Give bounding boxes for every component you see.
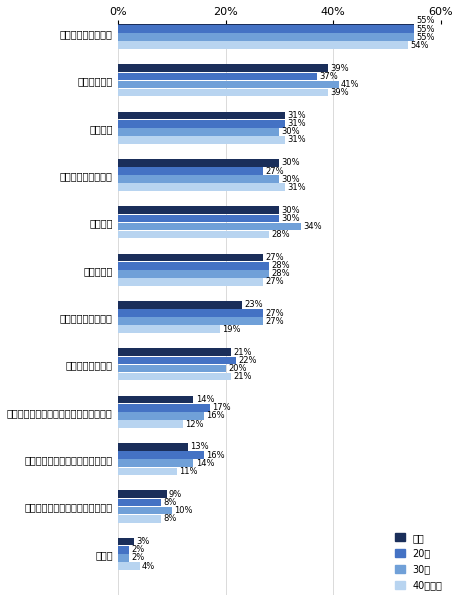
Text: 8%: 8% [163, 498, 176, 507]
Bar [118, 167, 263, 175]
Text: 31%: 31% [286, 135, 305, 144]
Text: 27%: 27% [265, 309, 284, 318]
Bar [118, 270, 268, 278]
Text: 27%: 27% [265, 278, 284, 287]
Bar [118, 443, 188, 451]
Bar [118, 326, 220, 333]
Bar [118, 365, 225, 373]
Text: 31%: 31% [286, 183, 305, 192]
Text: 54%: 54% [410, 41, 428, 50]
Bar [118, 136, 284, 144]
Text: 23%: 23% [243, 300, 262, 309]
Text: 13%: 13% [190, 442, 208, 452]
Bar [118, 452, 204, 459]
Text: 16%: 16% [206, 411, 224, 420]
Text: 39%: 39% [329, 64, 348, 73]
Bar [118, 206, 279, 214]
Text: 14%: 14% [195, 395, 214, 404]
Text: 27%: 27% [265, 317, 284, 326]
Bar [118, 214, 279, 222]
Bar [118, 317, 263, 325]
Text: 2%: 2% [131, 553, 144, 562]
Bar [118, 128, 279, 135]
Text: 20%: 20% [227, 364, 246, 373]
Bar [118, 420, 182, 428]
Bar [118, 88, 327, 96]
Bar [118, 25, 413, 33]
Bar [118, 64, 327, 72]
Text: 30%: 30% [281, 127, 300, 136]
Text: 27%: 27% [265, 167, 284, 176]
Bar [118, 262, 268, 270]
Text: 30%: 30% [281, 175, 300, 184]
Bar [118, 396, 193, 403]
Text: 12%: 12% [185, 420, 203, 429]
Bar [118, 546, 129, 554]
Bar [118, 42, 408, 49]
Bar [118, 278, 263, 286]
Text: 34%: 34% [302, 222, 321, 231]
Bar [118, 120, 284, 128]
Legend: 全体, 20代, 30代, 40代以上: 全体, 20代, 30代, 40代以上 [394, 533, 442, 590]
Bar [118, 459, 193, 467]
Bar [118, 356, 236, 364]
Bar [118, 554, 129, 562]
Bar [118, 404, 209, 412]
Bar [118, 159, 279, 167]
Text: 55%: 55% [415, 25, 434, 34]
Text: 3%: 3% [136, 537, 150, 546]
Text: 21%: 21% [233, 372, 251, 381]
Text: 9%: 9% [168, 490, 182, 499]
Text: 28%: 28% [270, 230, 289, 239]
Bar [118, 468, 177, 475]
Text: 2%: 2% [131, 545, 144, 554]
Bar [118, 309, 263, 317]
Text: 17%: 17% [211, 403, 230, 412]
Text: 16%: 16% [206, 450, 224, 459]
Text: 37%: 37% [319, 72, 337, 81]
Text: 8%: 8% [163, 514, 176, 523]
Text: 31%: 31% [286, 119, 305, 128]
Text: 39%: 39% [329, 88, 348, 97]
Text: 11%: 11% [179, 467, 197, 476]
Text: 30%: 30% [281, 158, 300, 167]
Text: 31%: 31% [286, 111, 305, 120]
Bar [118, 184, 284, 191]
Bar [118, 538, 134, 545]
Text: 21%: 21% [233, 348, 251, 357]
Text: 41%: 41% [340, 80, 358, 89]
Text: 27%: 27% [265, 253, 284, 262]
Text: 4%: 4% [141, 562, 155, 571]
Text: 55%: 55% [415, 16, 434, 25]
Bar [118, 515, 161, 523]
Bar [118, 373, 230, 380]
Bar [118, 72, 316, 80]
Bar [118, 17, 413, 25]
Text: 10%: 10% [174, 506, 192, 515]
Bar [118, 498, 161, 506]
Text: 28%: 28% [270, 269, 289, 278]
Text: 30%: 30% [281, 214, 300, 223]
Bar [118, 349, 230, 356]
Bar [118, 33, 413, 41]
Bar [118, 81, 338, 88]
Bar [118, 301, 241, 309]
Text: 19%: 19% [222, 325, 241, 334]
Bar [118, 112, 284, 119]
Bar [118, 507, 172, 514]
Text: 55%: 55% [415, 33, 434, 42]
Bar [118, 231, 268, 238]
Bar [118, 175, 279, 183]
Bar [118, 412, 204, 420]
Bar [118, 223, 300, 231]
Bar [118, 491, 166, 498]
Text: 14%: 14% [195, 459, 214, 468]
Text: 22%: 22% [238, 356, 257, 365]
Bar [118, 254, 263, 261]
Text: 28%: 28% [270, 261, 289, 270]
Text: 30%: 30% [281, 206, 300, 215]
Bar [118, 562, 140, 570]
